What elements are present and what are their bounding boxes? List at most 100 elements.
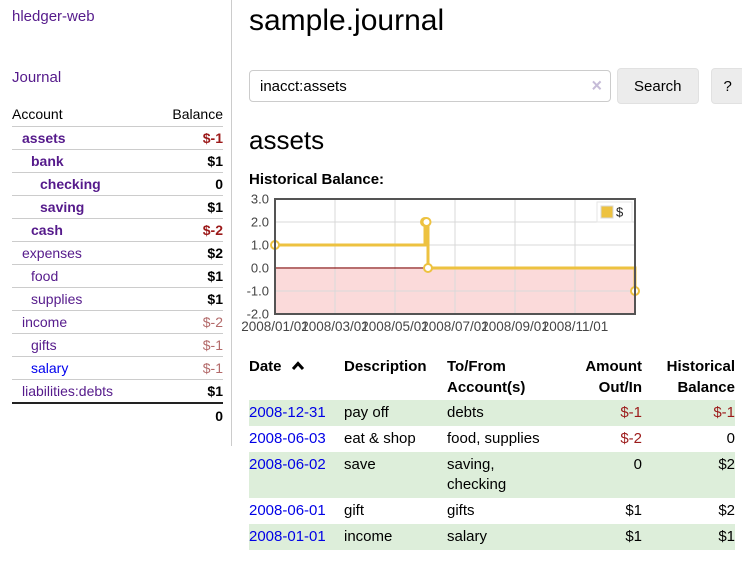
account-balance: $1 [152, 287, 223, 311]
account-balance: 0 [152, 172, 223, 196]
account-balance: $-2 [152, 218, 223, 242]
account-link[interactable]: expenses [22, 245, 82, 261]
accounts-total-value: 0 [152, 402, 223, 428]
y-tick-label: -2.0 [247, 307, 269, 322]
transaction-accounts: debts [447, 404, 484, 421]
transaction-date-cell: 2008-01-01 [249, 524, 344, 550]
account-cell: food [12, 264, 153, 288]
accounts-total-row: 0 [12, 402, 223, 428]
hledger-web-app: hledger-web Journal Account Balance asse… [12, 0, 742, 550]
account-link[interactable]: food [31, 268, 59, 284]
transaction-balance: $2 [718, 502, 735, 519]
main-content: sample.journal × Search ? assets Histori… [232, 0, 742, 550]
account-row: supplies $1 [12, 287, 223, 311]
account-cell: checking [12, 172, 153, 196]
y-tick-label: -1.0 [247, 284, 269, 299]
transaction-description: eat & shop [344, 430, 416, 447]
transaction-date-link[interactable]: 2008-01-01 [249, 528, 326, 545]
search-button[interactable]: Search [617, 68, 699, 104]
register-header-date[interactable]: Date [249, 354, 344, 400]
transaction-date-link[interactable]: 2008-06-02 [249, 456, 326, 473]
transaction-row: 2008-06-03 eat & shop food, supplies $-2 0 [249, 426, 735, 452]
legend-label: $ [616, 205, 624, 220]
search-input[interactable] [249, 70, 611, 102]
transaction-accounts: gifts [447, 502, 475, 519]
app-title-link[interactable]: hledger-web [12, 8, 95, 25]
transaction-balance: $1 [718, 528, 735, 545]
transaction-date-cell: 2008-06-02 [249, 452, 344, 498]
accounts-header-balance: Balance [172, 106, 223, 122]
account-row: cash $-2 [12, 218, 223, 242]
account-balance: $-1 [152, 126, 223, 150]
y-tick-label: 0.0 [251, 261, 269, 276]
register-header-description: Description [344, 358, 427, 375]
transaction-amount: $1 [625, 502, 642, 519]
account-link[interactable]: income [22, 314, 68, 330]
register-header-amount: Amount Out/In [585, 358, 642, 396]
clear-search-icon[interactable]: × [591, 75, 602, 96]
x-tick-label: 2008/11/01 [542, 319, 609, 334]
transaction-date-link[interactable]: 2008-06-01 [249, 502, 326, 519]
account-link[interactable]: assets [22, 130, 66, 146]
x-tick-label: 2008/07/01 [421, 319, 489, 334]
data-point-marker [421, 217, 432, 227]
account-cell: expenses [12, 241, 153, 265]
transaction-description: gift [344, 502, 365, 519]
transaction-row: 2008-12-31 pay off debts $-1 $-1 [249, 400, 735, 426]
account-link[interactable]: gifts [31, 337, 57, 353]
account-balance: $1 [152, 149, 223, 173]
search-input-wrap: × [249, 70, 611, 102]
account-link[interactable]: cash [31, 222, 63, 238]
transaction-balance: $2 [718, 456, 735, 473]
transaction-balance: $-1 [713, 404, 735, 421]
transaction-balance: 0 [726, 430, 735, 447]
account-link[interactable]: saving [40, 199, 85, 215]
transaction-amount: $-1 [620, 404, 642, 421]
transaction-description: income [344, 528, 393, 545]
help-button[interactable]: ? [710, 68, 742, 104]
x-tick-label: 2008/05/01 [361, 319, 429, 334]
account-link[interactable]: supplies [31, 291, 83, 307]
nav-journal-link[interactable]: Journal [12, 69, 62, 86]
x-tick-label: 2008/03/01 [301, 319, 369, 334]
account-balance: $1 [152, 195, 223, 219]
register-header-to-from: To/From Account(s) [447, 358, 526, 396]
account-balance: $-2 [152, 310, 223, 334]
y-tick-label: 1.0 [251, 238, 269, 253]
account-row: checking 0 [12, 172, 223, 196]
transaction-date-cell: 2008-12-31 [249, 400, 344, 426]
account-row: assets $-1 [12, 126, 223, 150]
account-cell: liabilities:debts [12, 379, 153, 403]
accounts-table: Account Balance assets $-1 bank $1 checking 0… [12, 102, 223, 428]
account-link[interactable]: checking [40, 176, 101, 192]
account-link[interactable]: liabilities:debts [22, 383, 114, 399]
transaction-accounts: salary [447, 528, 488, 545]
account-row: expenses $2 [12, 241, 223, 265]
account-row: saving $1 [12, 195, 223, 219]
transaction-date-link[interactable]: 2008-06-03 [249, 430, 326, 447]
x-tick-label: 2008/01/01 [241, 319, 309, 334]
transaction-accounts: food, supplies [447, 430, 540, 447]
page-title: sample.journal [249, 4, 445, 37]
y-tick-label: 2.0 [251, 215, 269, 230]
transaction-description: save [344, 456, 376, 473]
account-link[interactable]: salary [31, 360, 69, 376]
account-cell: saving [12, 195, 153, 219]
transaction-date-link[interactable]: 2008-12-31 [249, 404, 326, 421]
account-heading: assets [249, 125, 325, 155]
plot-border [274, 198, 636, 315]
legend-swatch [600, 205, 614, 219]
account-cell: assets [12, 126, 153, 150]
account-balance: $1 [152, 379, 223, 403]
historical-balance-chart[interactable]: $3.0 2.0 1.0 0.0 -1.0 -2.02008/01/012008/03/0… [240, 194, 710, 336]
transaction-amount: $-2 [620, 430, 642, 447]
account-cell: gifts [12, 333, 153, 357]
transaction-date-cell: 2008-06-03 [249, 426, 344, 452]
accounts-header-row: Account Balance [12, 102, 223, 127]
transaction-row: 2008-06-01 gift gifts $1 $2 [249, 498, 735, 524]
account-link[interactable]: bank [31, 153, 64, 169]
account-cell: bank [12, 149, 153, 173]
account-cell: cash [12, 218, 153, 242]
data-point-marker [423, 263, 433, 273]
account-row: liabilities:debts $1 [12, 379, 223, 403]
